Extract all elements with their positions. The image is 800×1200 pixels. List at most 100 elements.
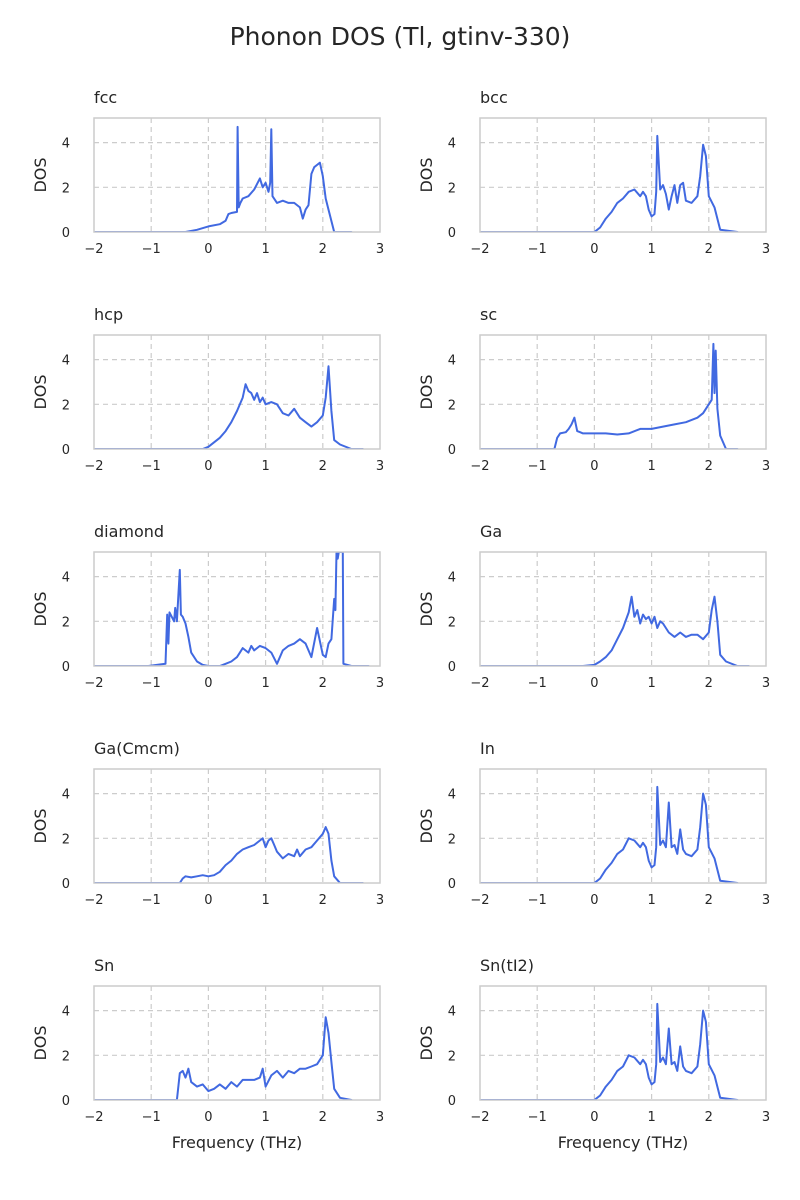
- subplot-2: bcc −2 −1 0 1 2 3 0 2 4 DOS: [417, 88, 770, 257]
- y-tick-label: 2: [448, 1049, 456, 1064]
- y-axis-label: DOS: [31, 808, 50, 843]
- y-tick-label: 2: [62, 398, 70, 413]
- x-tick-label: −2: [470, 676, 489, 691]
- y-tick-label: 2: [62, 1049, 70, 1064]
- y-axis-label: DOS: [31, 157, 50, 192]
- x-axis-label: Frequency (THz): [558, 1133, 688, 1152]
- x-tick-label: 1: [647, 893, 655, 908]
- y-tick-label: 4: [62, 788, 70, 803]
- dos-line: [94, 552, 370, 666]
- y-tick-label: 0: [448, 443, 456, 458]
- figure-title: Phonon DOS (Tl, gtinv-330): [230, 22, 571, 51]
- dos-line: [94, 1016, 353, 1100]
- subplot-5: diamond −2 −1 0 1 2 3 0 2 4 DOS: [31, 522, 384, 691]
- y-tick-label: 2: [448, 398, 456, 413]
- x-tick-label: 0: [590, 1110, 598, 1125]
- x-tick-label: 3: [376, 242, 384, 257]
- x-tick-label: 2: [705, 1110, 713, 1125]
- y-axis-label: DOS: [31, 591, 50, 626]
- x-tick-label: 3: [376, 1110, 384, 1125]
- x-tick-label: 2: [705, 242, 713, 257]
- subplot-title: Sn: [94, 956, 114, 975]
- x-tick-label: 3: [762, 242, 770, 257]
- x-tick-label: 0: [204, 676, 212, 691]
- y-tick-label: 2: [62, 181, 70, 196]
- dos-line: [480, 342, 739, 449]
- x-tick-label: −1: [142, 676, 161, 691]
- y-tick-label: 0: [448, 226, 456, 241]
- y-tick-label: 4: [62, 1005, 70, 1020]
- y-axis-label: DOS: [31, 1025, 50, 1060]
- y-axis-label: DOS: [417, 591, 436, 626]
- y-tick-label: 4: [62, 571, 70, 586]
- y-tick-label: 0: [62, 226, 70, 241]
- y-tick-label: 4: [62, 137, 70, 152]
- axes-frame: [479, 768, 767, 884]
- subplot-title: Ga(Cmcm): [94, 739, 180, 758]
- subplot-1: fcc −2 −1 0 1 2 3 0 2 4 DOS: [31, 88, 384, 257]
- x-tick-label: 0: [590, 893, 598, 908]
- x-tick-label: −2: [470, 1110, 489, 1125]
- subplot-title: hcp: [94, 305, 123, 324]
- x-axis-label: Frequency (THz): [172, 1133, 302, 1152]
- x-tick-label: −2: [470, 459, 489, 474]
- dos-line: [480, 1002, 739, 1100]
- y-tick-label: 4: [448, 788, 456, 803]
- x-tick-label: 3: [376, 676, 384, 691]
- y-tick-label: 4: [448, 354, 456, 369]
- dos-line: [480, 134, 739, 232]
- subplot-title: Ga: [480, 522, 502, 541]
- y-tick-label: 0: [448, 660, 456, 675]
- x-tick-label: −1: [528, 459, 547, 474]
- x-tick-label: −1: [528, 1110, 547, 1125]
- x-tick-label: 0: [204, 459, 212, 474]
- x-tick-label: 2: [319, 676, 327, 691]
- dos-line: [480, 595, 750, 666]
- axes-frame: [479, 334, 767, 450]
- x-tick-label: −1: [528, 242, 547, 257]
- x-tick-label: 1: [261, 1110, 269, 1125]
- y-tick-label: 0: [448, 877, 456, 892]
- x-tick-label: 0: [204, 1110, 212, 1125]
- subplot-title: diamond: [94, 522, 164, 541]
- subplot-9: Sn −2 −1 0 1 2 3 0 2 4 DOS Frequency (THz): [31, 956, 384, 1152]
- x-tick-label: 2: [705, 676, 713, 691]
- subplot-4: sc −2 −1 0 1 2 3 0 2 4 DOS: [417, 305, 770, 474]
- y-tick-label: 4: [62, 354, 70, 369]
- x-tick-label: 2: [319, 1110, 327, 1125]
- x-tick-label: −2: [84, 242, 103, 257]
- x-tick-label: 1: [647, 1110, 655, 1125]
- y-axis-label: DOS: [417, 808, 436, 843]
- axes-frame: [479, 551, 767, 667]
- x-tick-label: 2: [319, 242, 327, 257]
- x-tick-label: −1: [142, 1110, 161, 1125]
- x-tick-label: 1: [647, 676, 655, 691]
- x-tick-label: −1: [142, 893, 161, 908]
- x-tick-label: −1: [528, 893, 547, 908]
- x-tick-label: 3: [762, 893, 770, 908]
- x-tick-label: −2: [84, 1110, 103, 1125]
- y-axis-label: DOS: [31, 374, 50, 409]
- dos-line: [94, 826, 364, 883]
- y-axis-label: DOS: [417, 1025, 436, 1060]
- y-tick-label: 2: [448, 181, 456, 196]
- x-tick-label: −2: [84, 676, 103, 691]
- x-tick-label: 3: [762, 459, 770, 474]
- subplot-title: Sn(tI2): [480, 956, 534, 975]
- x-tick-label: 0: [204, 242, 212, 257]
- y-tick-label: 0: [448, 1094, 456, 1109]
- x-tick-label: 2: [319, 459, 327, 474]
- x-tick-label: −2: [470, 893, 489, 908]
- x-tick-label: −2: [84, 459, 103, 474]
- y-tick-label: 4: [448, 1005, 456, 1020]
- x-tick-label: −2: [84, 893, 103, 908]
- subplot-title: bcc: [480, 88, 508, 107]
- y-tick-label: 4: [448, 571, 456, 586]
- axes-frame: [479, 117, 767, 233]
- x-tick-label: 0: [590, 676, 598, 691]
- x-tick-label: 0: [204, 893, 212, 908]
- x-tick-label: 1: [647, 242, 655, 257]
- x-tick-label: 0: [590, 459, 598, 474]
- subplot-3: hcp −2 −1 0 1 2 3 0 2 4 DOS: [31, 305, 384, 474]
- x-tick-label: 1: [261, 893, 269, 908]
